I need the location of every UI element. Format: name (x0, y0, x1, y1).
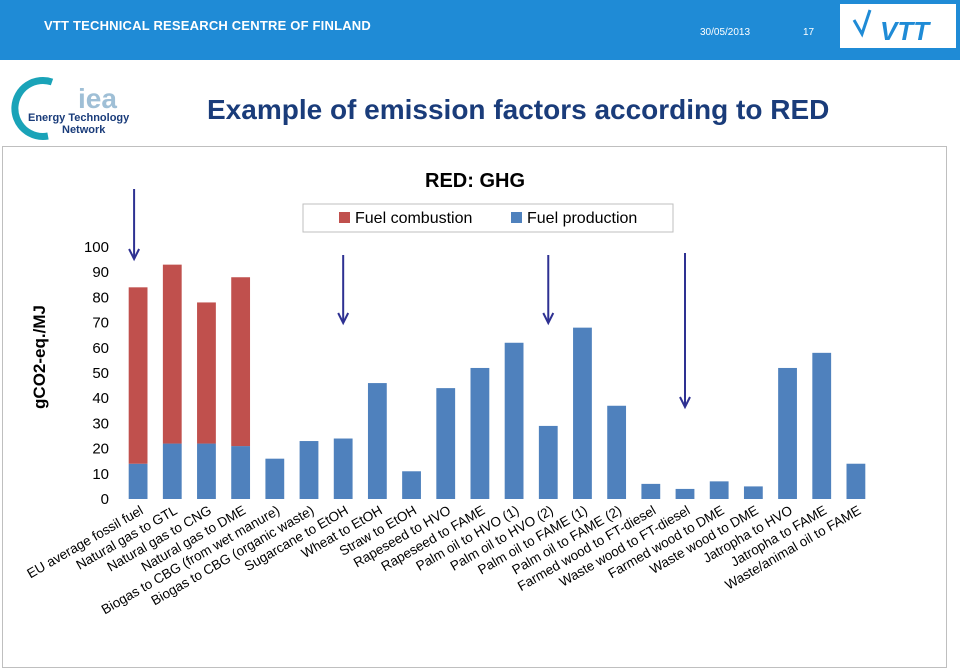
y-tick-label: 10 (92, 466, 109, 483)
y-tick-label: 20 (92, 441, 109, 458)
legend-label: Fuel combustion (355, 210, 472, 227)
bar-fuel-production (470, 367, 490, 499)
y-tick-label: 0 (101, 491, 109, 508)
y-tick-label: 90 (92, 264, 109, 281)
bar-fuel-production (641, 483, 661, 499)
vtt-logo-text: VTT (880, 16, 931, 46)
y-tick-label: 30 (92, 415, 109, 432)
annotation-arrow (679, 253, 691, 410)
annotation-arrow (128, 189, 140, 262)
bar-fuel-production (231, 446, 251, 499)
annotation-arrow (337, 255, 350, 326)
bar-fuel-combustion (197, 302, 216, 444)
y-tick-label: 60 (92, 340, 109, 357)
bar-fuel-production (812, 352, 832, 499)
bar-fuel-combustion (128, 287, 148, 464)
legend-swatch (511, 212, 522, 223)
bar-group (128, 264, 866, 499)
y-tick-label: 50 (92, 365, 109, 382)
header-bar: VTT TECHNICAL RESEARCH CENTRE OF FINLAND… (0, 0, 960, 60)
y-tick-label: 80 (92, 289, 109, 306)
emission-chart: RED: GHG gCO2-eq./MJ Fuel combustion Fuel… (24, 170, 866, 617)
y-axis-label: gCO2-eq./MJ (30, 305, 49, 409)
iea-logo-line1: Energy Technology (28, 112, 130, 124)
bar-fuel-combustion (231, 277, 251, 447)
y-axis: 0 10 20 30 40 50 60 70 80 90 100 (84, 239, 109, 508)
annotation-arrows (128, 189, 691, 410)
bar-fuel-production (573, 327, 592, 499)
bar-fuel-production (128, 463, 148, 499)
bar-fuel-production (846, 463, 866, 499)
iea-logo-ring (11, 76, 54, 140)
iea-logo-text: iea (78, 83, 117, 114)
chart-legend: Fuel combustion Fuel production (302, 203, 674, 233)
slide-date: 30/05/2013 (700, 27, 751, 38)
bar-fuel-production (538, 425, 558, 499)
chart-title: RED: GHG (425, 170, 525, 192)
org-name: VTT TECHNICAL RESEARCH CENTRE OF FINLAND (44, 18, 371, 33)
slide-title: Example of emission factors according to… (207, 94, 830, 125)
bar-fuel-production (709, 481, 729, 499)
legend-label: Fuel production (527, 210, 637, 227)
bar-fuel-production (299, 441, 319, 499)
legend-swatch (339, 212, 350, 223)
bar-fuel-production (265, 458, 285, 499)
vtt-logo: VTT (840, 4, 956, 48)
chart-frame: RED: GHG gCO2-eq./MJ Fuel combustion Fuel… (2, 146, 947, 668)
bar-fuel-production (436, 388, 456, 499)
bar-fuel-production (675, 488, 695, 499)
y-tick-label: 40 (92, 390, 109, 407)
bar-fuel-production (778, 367, 797, 499)
bar-fuel-production (743, 486, 763, 499)
bar-fuel-production (162, 443, 182, 499)
y-tick-label: 100 (84, 239, 109, 256)
bar-fuel-production (197, 443, 216, 499)
bar-fuel-production (402, 471, 421, 499)
iea-logo: iea Energy Technology Network (8, 76, 158, 140)
annotation-arrow (542, 255, 555, 326)
y-tick-label: 70 (92, 315, 109, 332)
bar-fuel-production (607, 405, 627, 499)
bar-fuel-production (504, 342, 524, 499)
vtt-logo-mark (852, 9, 872, 38)
legend-box (302, 203, 674, 233)
bar-fuel-combustion (162, 264, 182, 444)
bar-fuel-production (367, 383, 387, 499)
iea-logo-line2: Network (62, 124, 106, 136)
page-number: 17 (803, 27, 815, 38)
bar-fuel-production (333, 438, 353, 499)
